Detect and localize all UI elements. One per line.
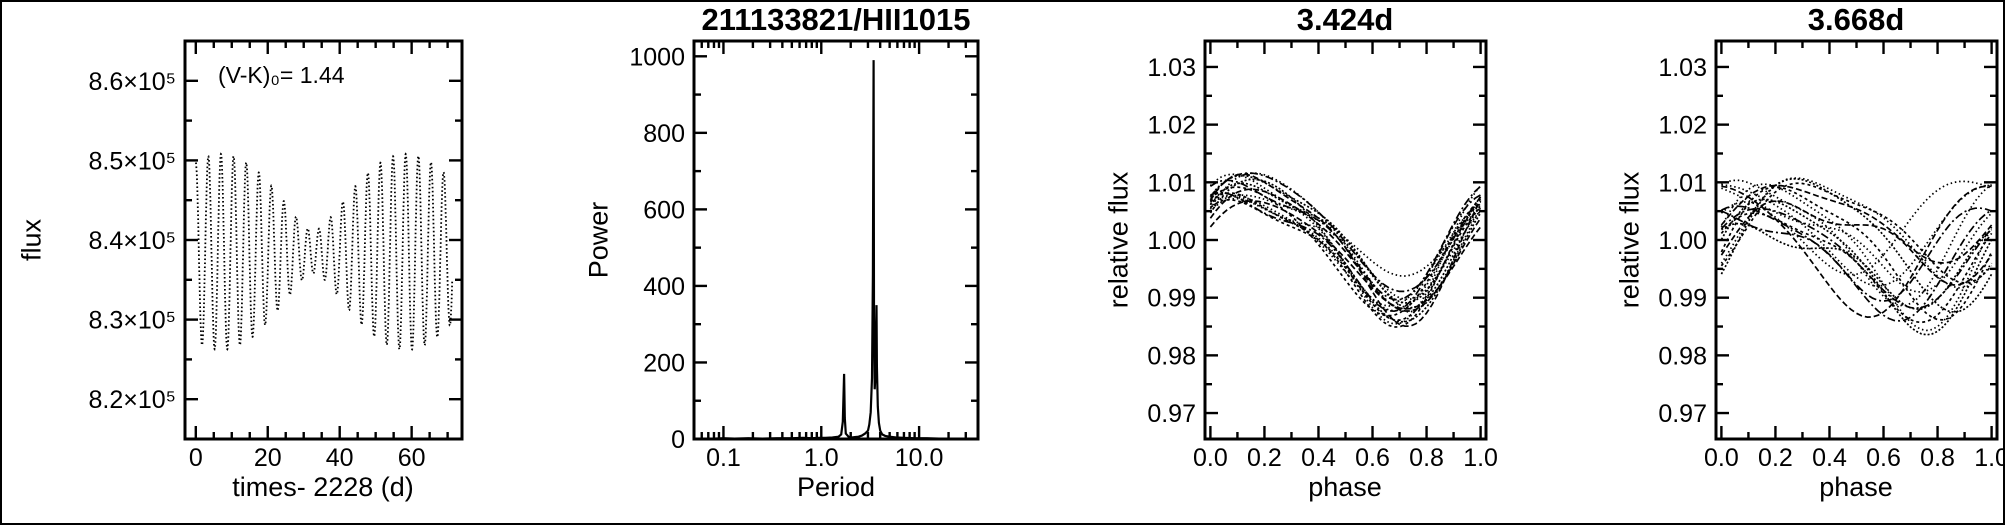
axes: 0.0 0.2 0.4 0.6 0.8 1.0 0.97 0.98 0.99 1.00 1.01 1.… xyxy=(1658,39,2005,472)
phase-fold-curve xyxy=(1720,200,1993,286)
xlabel-times: times- 2228 (d) xyxy=(232,472,414,502)
y-tick-label: 1.02 xyxy=(1147,112,1196,140)
phase-fold-curve xyxy=(1721,205,1993,322)
phase-fold-curve xyxy=(1209,195,1482,312)
phase-fold-curve xyxy=(1209,178,1482,323)
axes: 0.0 0.2 0.4 0.6 0.8 1.0 0.97 0.98 0.99 1.00 1.01 1.… xyxy=(1147,39,1498,472)
y-tick-label: 1.02 xyxy=(1658,112,1707,140)
phase-fold-curve xyxy=(1720,182,1993,284)
phase-fold-curve xyxy=(1720,201,1993,293)
y-tick-label: 0.99 xyxy=(1147,285,1196,313)
periodogram-panel: 0.1 1.0 10.0 0 200 400 600 800 1000 xyxy=(629,39,980,472)
light-curve-series xyxy=(194,152,454,351)
y-tick-label: 1.00 xyxy=(1147,227,1196,255)
x-tick-label: 0 xyxy=(189,444,203,472)
y-tick-label: 1.03 xyxy=(1658,54,1707,82)
light-curve-panel: 0 20 40 60 8.2×10⁵ 8.3×10⁵ 8.4×10⁵ 8.5×10⁵ 8.6×1… xyxy=(88,39,464,472)
x-tick-label: 0.0 xyxy=(1704,444,1739,472)
phase-fold-curve xyxy=(1209,182,1482,309)
series-group xyxy=(1720,177,1993,336)
xlabel-period: Period xyxy=(796,472,876,502)
phase-fold-curve xyxy=(1209,192,1482,328)
y-tick-label: 8.3×10⁵ xyxy=(88,307,176,335)
series-group xyxy=(1209,172,1482,328)
phase-fold-curve xyxy=(1721,207,1992,302)
phase-fold-curve xyxy=(1720,207,1993,310)
phase-fold-panel-3424: 0.0 0.2 0.4 0.6 0.8 1.0 0.97 0.98 0.99 1.00 1.01 1.… xyxy=(1147,39,1498,472)
x-tick-label: 1.0 xyxy=(1974,444,2005,472)
phase-fold-curve xyxy=(1210,191,1482,313)
periodogram-series xyxy=(694,60,976,439)
x-tick-label: 0.2 xyxy=(1247,444,1282,472)
y-tick-label: 1.01 xyxy=(1147,169,1196,197)
phase-fold-curve xyxy=(1720,184,1993,264)
y-tick-label: 400 xyxy=(643,273,685,301)
y-tick-label: 800 xyxy=(643,120,685,148)
x-tick-label: 10.0 xyxy=(895,444,944,472)
x-tick-label: 40 xyxy=(326,444,354,472)
phase-fold-curve xyxy=(1209,174,1482,304)
x-tick-label: 20 xyxy=(254,444,282,472)
axes: 0 20 40 60 8.2×10⁵ 8.3×10⁵ 8.4×10⁵ 8.5×10⁵ 8.6×1… xyxy=(88,39,464,472)
y-tick-label: 8.4×10⁵ xyxy=(88,227,176,255)
x-tick-label: 1.0 xyxy=(804,444,839,472)
phase-fold-panel-3668: 0.0 0.2 0.4 0.6 0.8 1.0 0.97 0.98 0.99 1.00 1.01 1.… xyxy=(1658,39,2005,472)
x-tick-label: 0.8 xyxy=(1409,444,1444,472)
panel3-period-title: 3.424d xyxy=(1296,2,1394,37)
phase-fold-curve xyxy=(1209,173,1482,328)
x-tick-label: 0.1 xyxy=(706,444,741,472)
y-tick-label: 0.98 xyxy=(1147,342,1196,370)
y-tick-label: 8.2×10⁵ xyxy=(88,386,176,414)
figure-title: 211133821/HII1015 xyxy=(701,2,971,37)
phase-fold-curve xyxy=(1721,180,1992,276)
phase-fold-curve xyxy=(1209,186,1482,317)
phase-fold-curve xyxy=(1720,186,1993,321)
x-tick-label: 0.0 xyxy=(1193,444,1228,472)
phase-fold-curve xyxy=(1721,185,1992,318)
y-tick-label: 8.6×10⁵ xyxy=(88,68,176,96)
x-tick-label: 0.6 xyxy=(1355,444,1390,472)
xlabel-phase-1: phase xyxy=(1308,472,1382,502)
x-tick-label: 0.4 xyxy=(1812,444,1847,472)
phase-fold-curve xyxy=(1209,194,1482,277)
phase-fold-curve xyxy=(1720,198,1993,336)
phase-fold-curve xyxy=(1209,172,1482,293)
phase-fold-curve xyxy=(1721,179,1993,307)
y-tick-label: 0.97 xyxy=(1147,400,1196,428)
phase-fold-curve xyxy=(1720,212,1993,324)
x-tick-label: 60 xyxy=(398,444,426,472)
phase-fold-curve xyxy=(1720,222,1993,310)
vk-color-annotation: (V-K)₀= 1.44 xyxy=(218,62,345,88)
x-tick-label: 0.2 xyxy=(1758,444,1793,472)
phase-fold-curve xyxy=(1209,179,1482,301)
x-tick-label: 1.0 xyxy=(1463,444,1498,472)
series-group xyxy=(694,60,976,439)
y-tick-label: 1.00 xyxy=(1658,227,1707,255)
y-tick-label: 200 xyxy=(643,349,685,377)
series-group xyxy=(194,152,454,351)
y-tick-label: 600 xyxy=(643,196,685,224)
panel4-period-title: 3.668d xyxy=(1807,2,1905,37)
phase-fold-curve xyxy=(1209,200,1482,310)
phase-fold-curve xyxy=(1720,183,1993,332)
y-tick-label: 8.5×10⁵ xyxy=(88,147,176,175)
y-tick-label: 0.99 xyxy=(1658,285,1707,313)
phase-fold-curve xyxy=(1720,177,1993,289)
x-tick-label: 0.6 xyxy=(1866,444,1901,472)
y-tick-label: 0.97 xyxy=(1658,400,1707,428)
xlabel-phase-2: phase xyxy=(1819,472,1893,502)
y-tick-label: 1000 xyxy=(629,43,685,71)
axes: 0.1 1.0 10.0 0 200 400 600 800 1000 xyxy=(629,39,980,472)
y-tick-label: 0 xyxy=(671,426,685,454)
y-tick-label: 1.03 xyxy=(1147,54,1196,82)
x-tick-label: 0.4 xyxy=(1301,444,1336,472)
x-tick-label: 0.8 xyxy=(1920,444,1955,472)
phase-fold-curve xyxy=(1209,188,1482,312)
y-tick-label: 1.01 xyxy=(1658,169,1707,197)
y-tick-label: 0.98 xyxy=(1658,342,1707,370)
